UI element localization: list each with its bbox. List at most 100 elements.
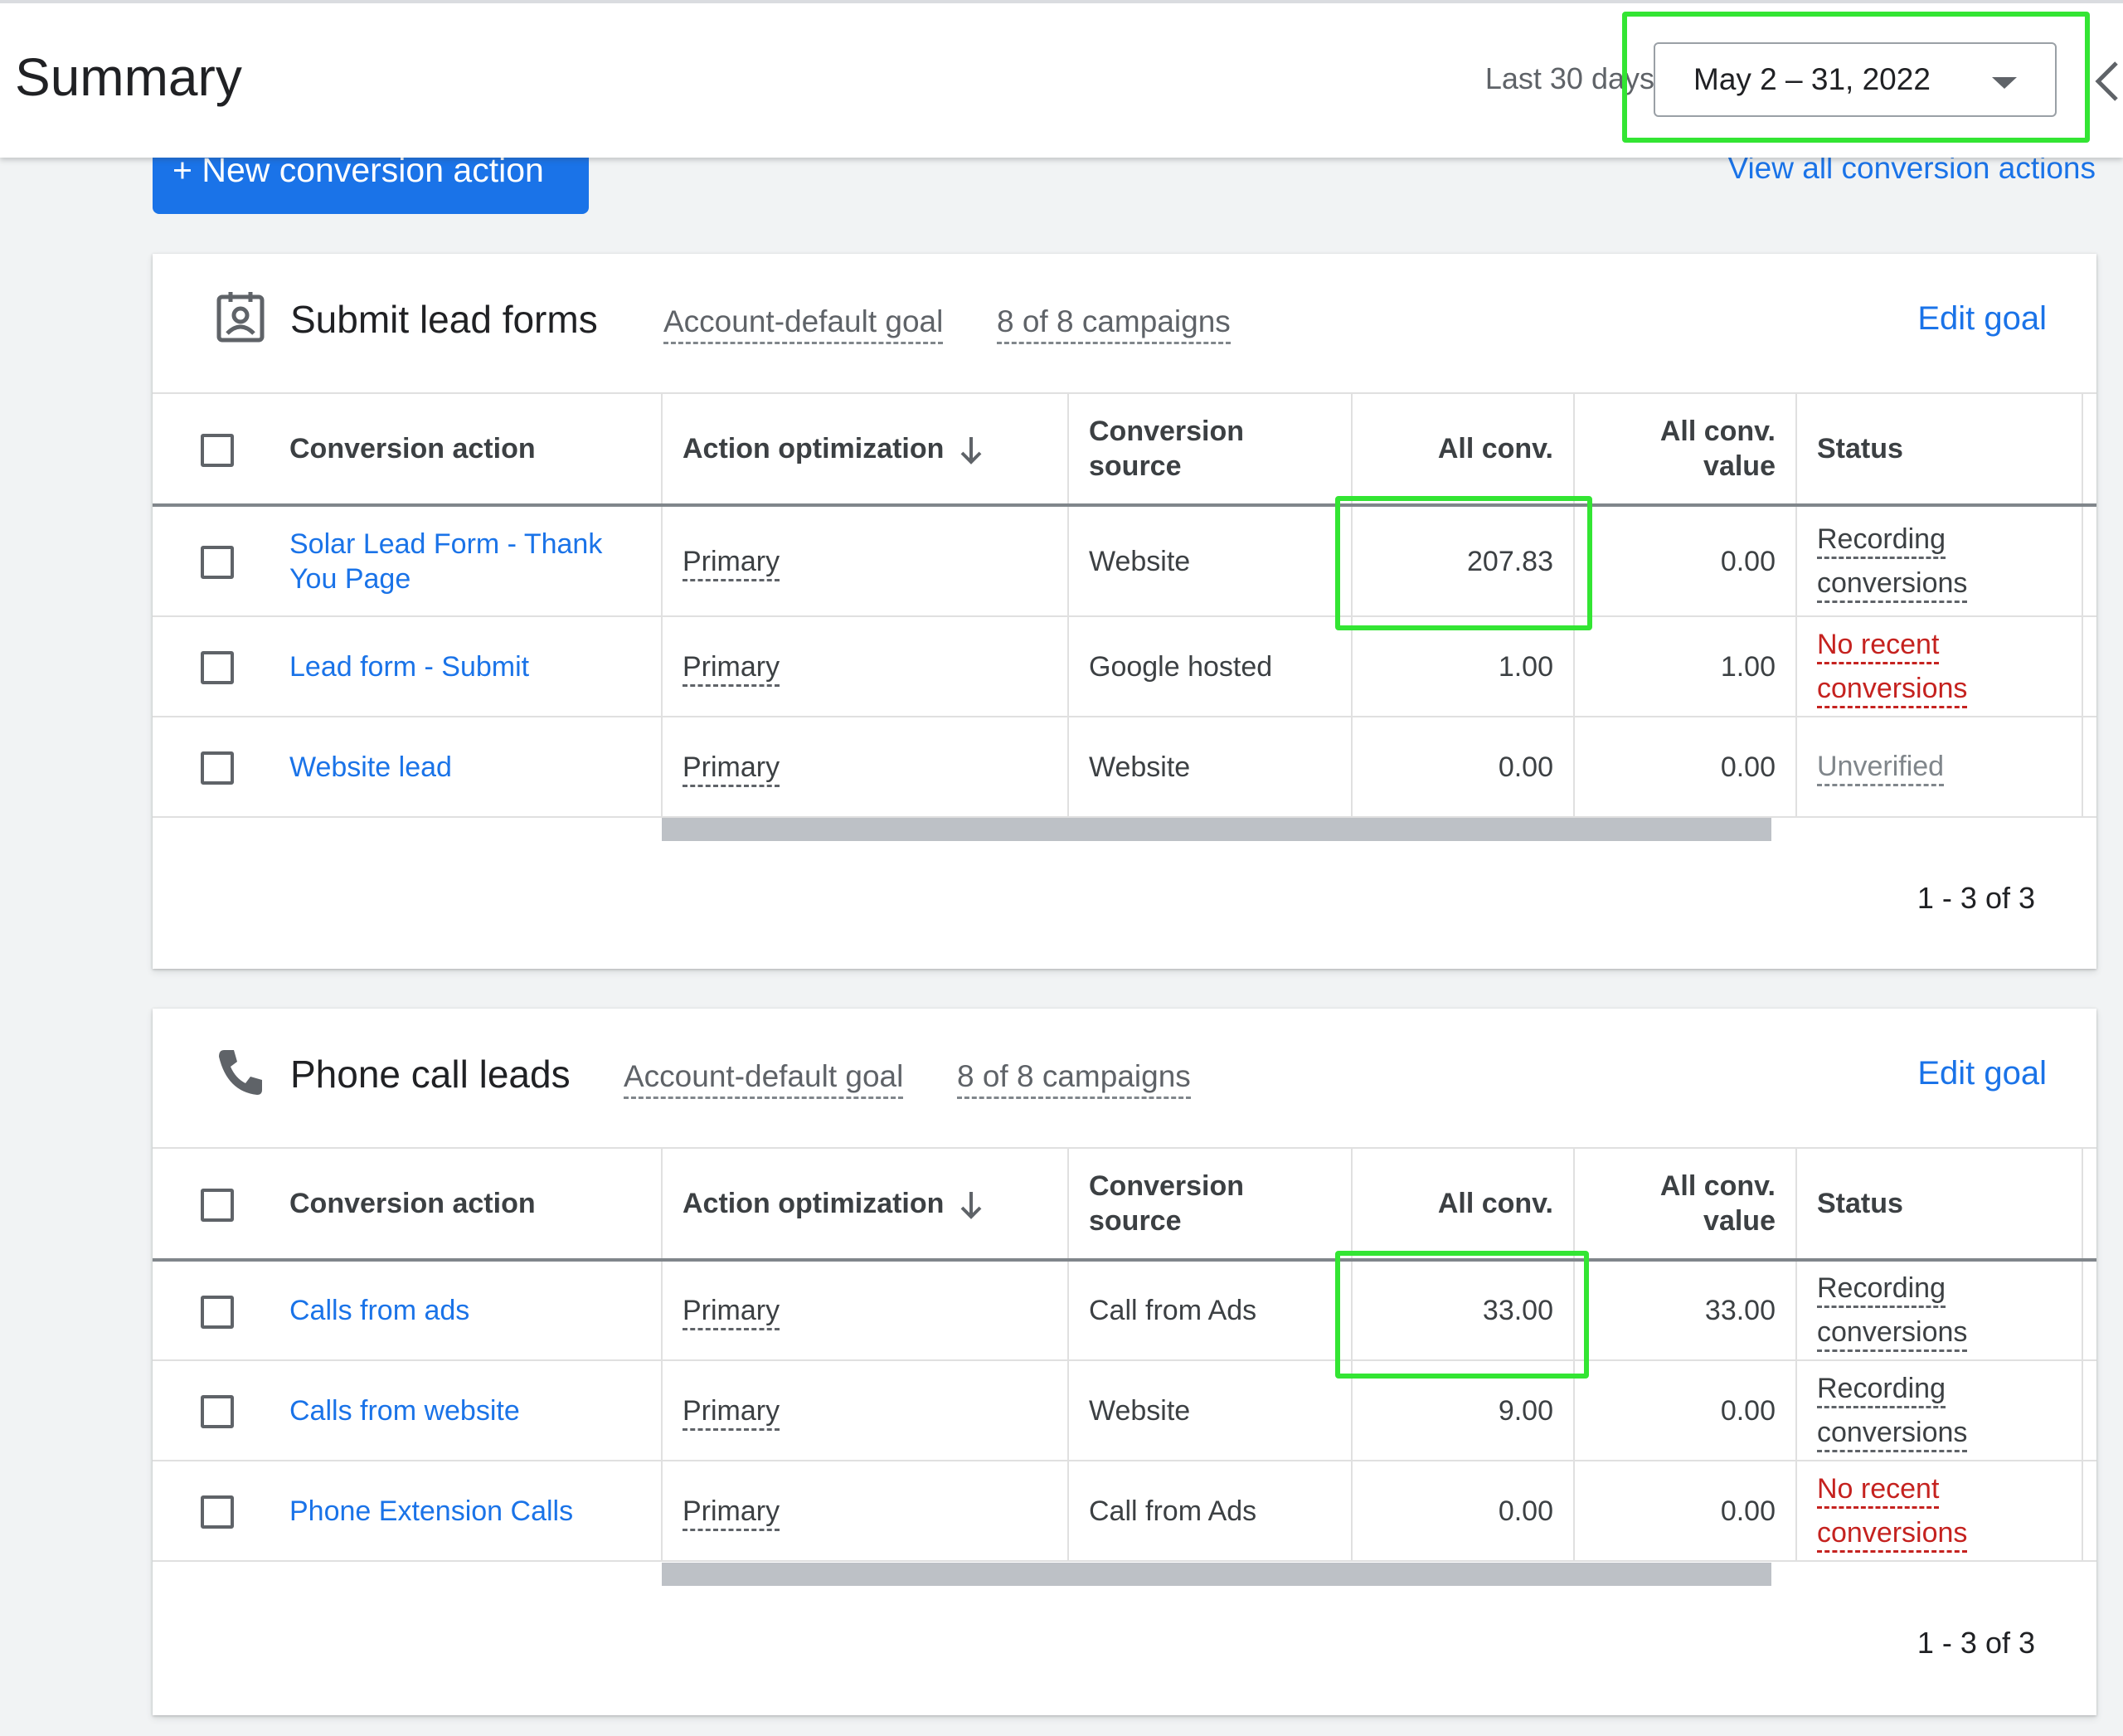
column-label: value <box>1703 450 1776 482</box>
table-row: Phone Extension Calls Primary Call from … <box>153 1461 2096 1562</box>
row-checkbox[interactable] <box>201 1295 234 1329</box>
conversion-source: Website <box>1068 1360 1353 1461</box>
status-cell[interactable]: Recording conversions <box>1796 1260 2083 1361</box>
conversion-action-name: Calls from website <box>289 1394 520 1427</box>
goal-scope[interactable]: Account-default goal <box>624 1058 904 1099</box>
conversion-source: Google hosted <box>1068 616 1353 717</box>
all-conv-highlight <box>1335 496 1592 630</box>
conversion-action-link[interactable]: Website lead <box>289 717 663 818</box>
all-conv-value-amount: 1.00 <box>1574 616 1797 717</box>
all-conv-value-amount: 0.00 <box>1574 505 1797 617</box>
conversion-action-link[interactable]: Solar Lead Form - Thank You Page <box>289 505 663 617</box>
goal-campaigns[interactable]: 8 of 8 campaigns <box>997 304 1231 344</box>
goal-card-phone-calls: Phone call leads Account-default goal 8 … <box>153 1009 2096 1715</box>
goal-card-lead-forms: Submit lead forms Account-default goal 8… <box>153 254 2096 969</box>
all-conv-value-amount: 0.00 <box>1574 1360 1797 1461</box>
status-text: conversions <box>1817 1516 1968 1553</box>
table-row: Solar Lead Form - Thank You Page Primary … <box>153 505 2096 617</box>
column-action-optimization[interactable]: Action optimization <box>662 1149 1069 1262</box>
column-action-optimization[interactable]: Action optimization <box>662 394 1069 507</box>
all-conv-value: 1.00 <box>1352 616 1575 717</box>
select-all-checkbox[interactable] <box>201 433 234 467</box>
pagination-info: 1 - 3 of 3 <box>1917 881 2035 915</box>
row-checkbox[interactable] <box>201 651 234 684</box>
column-status[interactable]: Status <box>1796 394 2083 507</box>
date-range-highlight <box>1622 12 2090 143</box>
conversion-action-name: Lead form - Submit <box>289 650 530 683</box>
table-header-row: Conversion action Action optimization Co… <box>153 394 2096 507</box>
optimization-value[interactable]: Primary <box>683 1295 780 1330</box>
row-checkbox[interactable] <box>201 1495 234 1529</box>
column-all-conv[interactable]: All conv. <box>1352 394 1575 507</box>
status-cell[interactable]: No recent conversions <box>1796 616 2083 717</box>
goal-scope[interactable]: Account-default goal <box>663 304 944 344</box>
phone-icon <box>219 1050 262 1095</box>
conversion-source: Call from Ads <box>1068 1260 1353 1361</box>
chevron-left-icon[interactable] <box>2091 58 2123 105</box>
table-row: Calls from website Primary Website 9.00 … <box>153 1360 2096 1461</box>
table-header-row: Conversion action Action optimization Co… <box>153 1149 2096 1262</box>
column-label: Conversion <box>1089 416 1245 447</box>
column-label: All conv. <box>1659 1170 1776 1202</box>
column-label: source <box>1089 450 1182 482</box>
edit-goal-button[interactable]: Edit goal <box>1917 1055 2047 1092</box>
column-label: Action optimization <box>683 1188 945 1219</box>
column-conversion-source[interactable]: Conversion source <box>1068 394 1353 507</box>
horizontal-scrollbar[interactable] <box>662 1563 1771 1586</box>
horizontal-scrollbar[interactable] <box>662 818 1771 841</box>
all-conv-value: 33.00 <box>1352 1260 1575 1361</box>
conversion-action-name: You Page <box>289 562 411 595</box>
column-conversion-action[interactable]: Conversion action <box>289 1149 663 1262</box>
lead-form-icon <box>216 292 265 343</box>
table-row: Lead form - Submit Primary Google hosted… <box>153 616 2096 717</box>
status-text: conversions <box>1817 1416 1968 1452</box>
conversion-table: Conversion action Action optimization Co… <box>153 1149 2096 1562</box>
all-conv-value: 0.00 <box>1352 1461 1575 1562</box>
goal-title: Phone call leads <box>290 1053 571 1096</box>
status-text: conversions <box>1817 672 1968 708</box>
optimization-value[interactable]: Primary <box>683 545 780 581</box>
status-text: Recording <box>1817 1372 1946 1408</box>
edit-goal-button[interactable]: Edit goal <box>1917 300 2047 337</box>
all-conv-value-amount: 0.00 <box>1574 1461 1797 1562</box>
optimization-value[interactable]: Primary <box>683 751 780 787</box>
column-label: Conversion <box>1089 1170 1245 1202</box>
column-conversion-action[interactable]: Conversion action <box>289 394 663 507</box>
all-conv-value-amount: 33.00 <box>1574 1260 1797 1361</box>
conversion-action-link[interactable]: Calls from website <box>289 1360 663 1461</box>
date-range-picker[interactable]: May 2 – 31, 2022 <box>1654 42 2057 117</box>
all-conv-value: 207.83 <box>1352 505 1575 617</box>
column-all-conv-value[interactable]: All conv. value <box>1574 1149 1797 1262</box>
optimization-value[interactable]: Primary <box>683 650 780 687</box>
column-label: Action optimization <box>683 433 945 464</box>
optimization-value[interactable]: Primary <box>683 1394 780 1431</box>
conversion-source: Website <box>1068 717 1353 818</box>
optimization-value[interactable]: Primary <box>683 1495 780 1531</box>
status-cell[interactable]: No recent conversions <box>1796 1461 2083 1562</box>
conversion-action-name: Phone Extension Calls <box>289 1495 574 1527</box>
goal-campaigns[interactable]: 8 of 8 campaigns <box>957 1058 1191 1099</box>
column-all-conv-value[interactable]: All conv. value <box>1574 394 1797 507</box>
row-checkbox[interactable] <box>201 751 234 785</box>
status-cell[interactable]: Recording conversions <box>1796 505 2083 617</box>
status-cell[interactable]: Recording conversions <box>1796 1360 2083 1461</box>
status-text: Unverified <box>1817 751 1945 786</box>
conversion-action-link[interactable]: Lead form - Submit <box>289 616 663 717</box>
conversion-action-link[interactable]: Calls from ads <box>289 1260 663 1361</box>
row-checkbox[interactable] <box>201 1395 234 1428</box>
select-all-checkbox[interactable] <box>201 1188 234 1222</box>
all-conv-highlight <box>1335 1251 1589 1379</box>
page-title: Summary <box>15 47 242 107</box>
status-cell[interactable]: Unverified <box>1796 717 2083 818</box>
status-text: Recording <box>1817 1272 1946 1308</box>
goal-title: Submit lead forms <box>290 298 598 341</box>
row-checkbox[interactable] <box>201 546 234 579</box>
column-conversion-source[interactable]: Conversion source <box>1068 1149 1353 1262</box>
conversion-action-link[interactable]: Phone Extension Calls <box>289 1461 663 1562</box>
sort-down-icon <box>961 437 982 464</box>
all-conv-value-amount: 0.00 <box>1574 717 1797 818</box>
goal-card-header: Submit lead forms Account-default goal 8… <box>153 254 2096 394</box>
column-all-conv[interactable]: All conv. <box>1352 1149 1575 1262</box>
column-label: All conv. <box>1659 416 1776 447</box>
column-status[interactable]: Status <box>1796 1149 2083 1262</box>
